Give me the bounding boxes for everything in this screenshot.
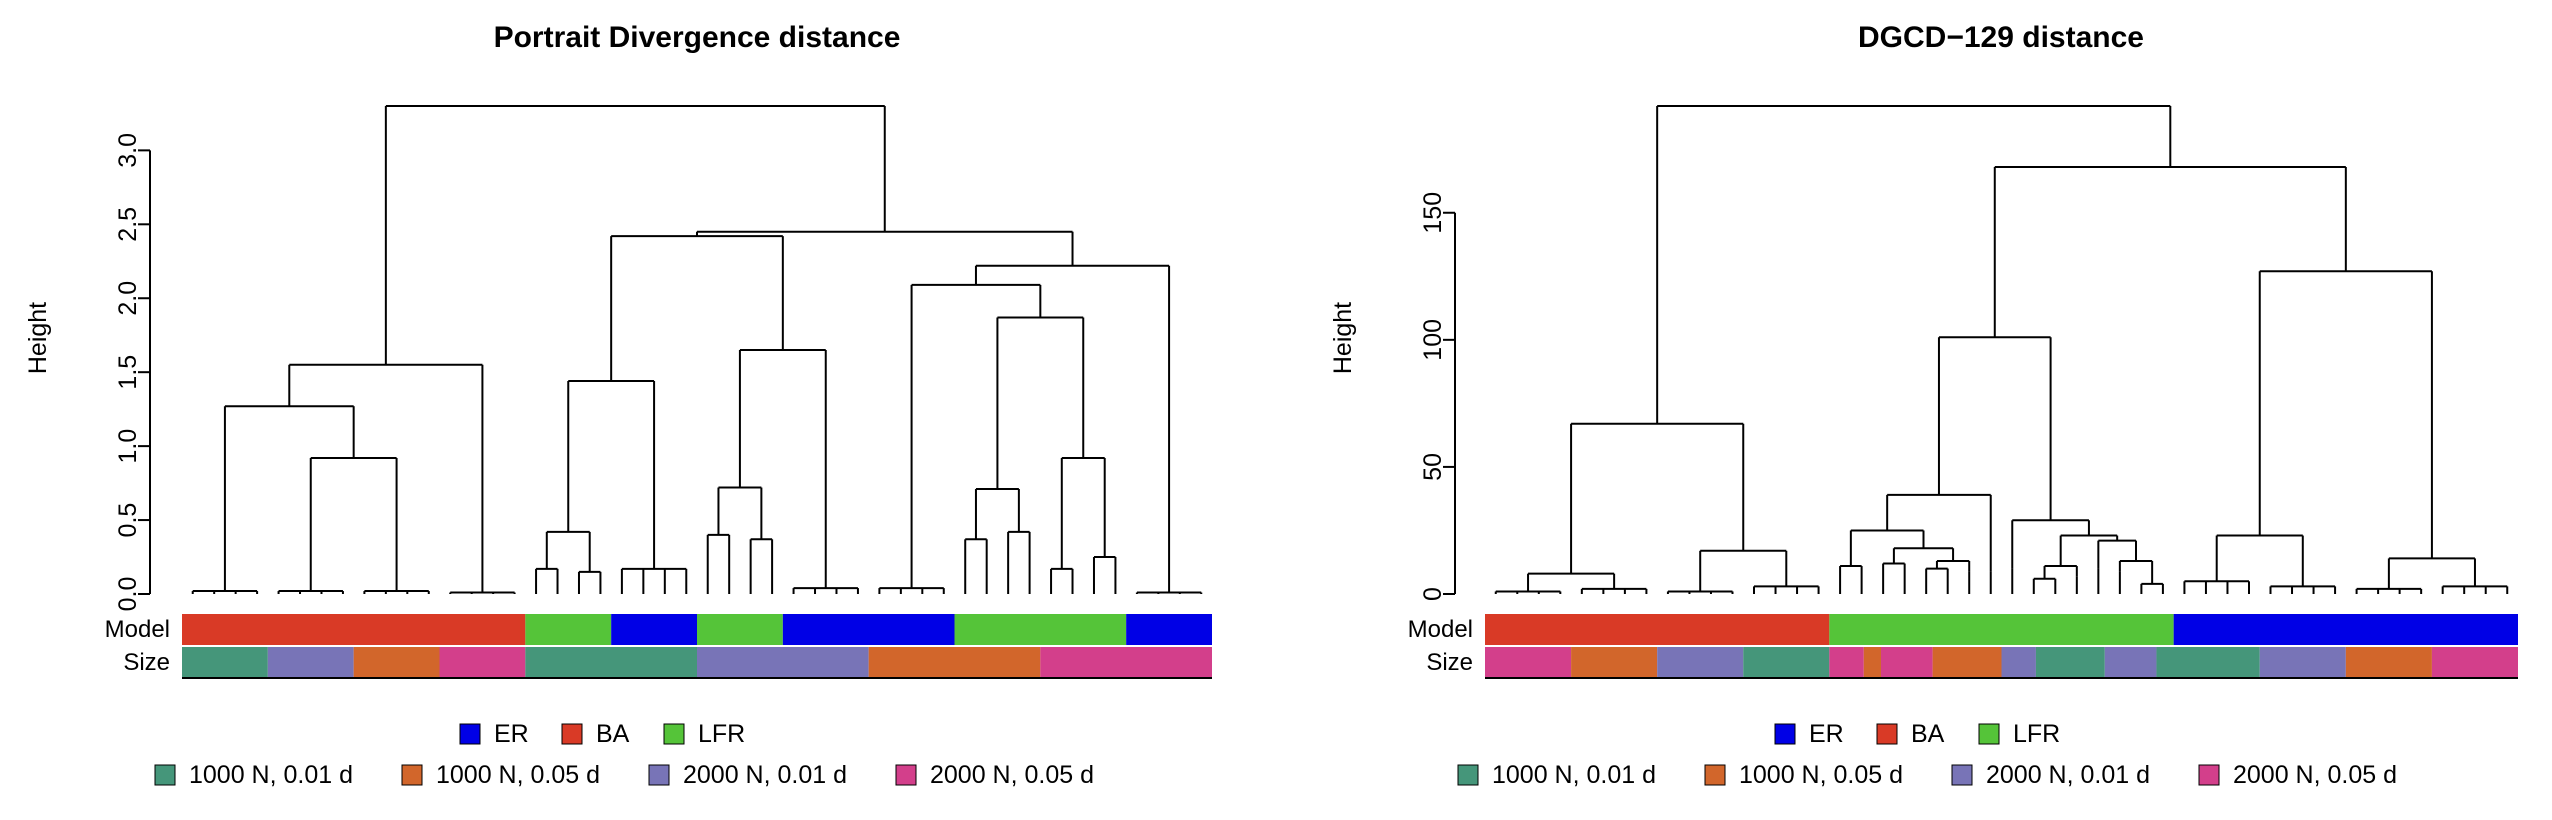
- size-strip-segment: [1657, 647, 1744, 678]
- y-axis-label: Height: [1329, 302, 1357, 374]
- model-row-label: Model: [105, 616, 170, 643]
- y-tick-label: 0.5: [114, 503, 142, 538]
- size-strip-segment: [1932, 647, 2002, 678]
- legend-entry: 2000 N, 0.05 d: [2233, 761, 2397, 789]
- model-strip-segment: [611, 614, 697, 645]
- legend: ER BA LFR 1000 N, 0.01 d 1000 N, 0.05 d 2000 …: [154, 720, 1094, 789]
- size-strip-segment: [267, 647, 354, 678]
- y-tick-label: 2.5: [114, 207, 142, 242]
- chart-title: Portrait Divergence distance: [494, 21, 901, 54]
- size-row-label: Size: [1426, 649, 1473, 676]
- legend-swatch: [1457, 764, 1479, 786]
- y-tick-label: 3.0: [114, 133, 142, 168]
- size-strip-segment: [2345, 647, 2432, 678]
- legend-swatch: [2198, 764, 2220, 786]
- y-tick-label: 1.0: [114, 429, 142, 464]
- legend-swatch: [1774, 723, 1796, 745]
- legend-entry: ER: [494, 720, 529, 748]
- y-tick-label: 100: [1419, 319, 1447, 361]
- legend-swatch: [561, 723, 583, 745]
- legend-entry: BA: [596, 720, 630, 748]
- legend-entry: 1000 N, 0.05 d: [1739, 761, 1903, 789]
- legend: ER BA LFR 1000 N, 0.01 d 1000 N, 0.05 d 2000 …: [1457, 720, 2397, 789]
- size-strip-segment: [1880, 647, 1933, 678]
- panel-portrait-divergence: Portrait Divergence distance 0.0 0.5 1.0 1.5…: [24, 21, 1212, 789]
- size-strip-segment: [868, 647, 1041, 678]
- size-strip-segment: [697, 647, 869, 678]
- legend-entry: ER: [1809, 720, 1844, 748]
- size-strip-segment: [439, 647, 526, 678]
- y-tick-label: 50: [1419, 453, 1447, 481]
- size-strip-segment: [2104, 647, 2157, 678]
- size-strip-segment: [1743, 647, 1830, 678]
- legend-swatch: [1978, 723, 2000, 745]
- model-strip-segment: [525, 614, 612, 645]
- model-strip-segment: [1126, 614, 1212, 645]
- y-tick-label: 0.0: [114, 577, 142, 612]
- model-strip-segment: [697, 614, 783, 645]
- legend-entry: 1000 N, 0.01 d: [189, 761, 353, 789]
- legend-swatch: [1704, 764, 1726, 786]
- size-strip-segment: [2156, 647, 2260, 678]
- size-strip-segment: [353, 647, 440, 678]
- model-strip-segment: [2173, 614, 2518, 645]
- size-strip-segment: [182, 647, 268, 678]
- size-strip-segment: [2001, 647, 2036, 678]
- legend-swatch: [663, 723, 685, 745]
- legend-swatch: [1876, 723, 1898, 745]
- legend-swatch: [459, 723, 481, 745]
- legend-entry: LFR: [698, 720, 745, 748]
- model-strip-segment: [182, 614, 526, 645]
- size-row-label: Size: [123, 649, 170, 676]
- legend-entry: 1000 N, 0.05 d: [436, 761, 600, 789]
- size-strip-segment: [1863, 647, 1881, 678]
- size-strip-segment: [1485, 647, 1572, 678]
- legend-swatch: [401, 764, 423, 786]
- legend-entry: 2000 N, 0.05 d: [930, 761, 1094, 789]
- legend-entry: 2000 N, 0.01 d: [683, 761, 847, 789]
- legend-entry: 1000 N, 0.01 d: [1492, 761, 1656, 789]
- dendrogram: [1494, 105, 2509, 594]
- size-strip-segment: [1571, 647, 1658, 678]
- y-tick-label: 150: [1419, 192, 1447, 234]
- y-tick-label: 1.5: [114, 355, 142, 390]
- size-strip-segment: [1040, 647, 1212, 678]
- legend-swatch: [648, 764, 670, 786]
- y-axis-label: Height: [24, 302, 52, 374]
- legend-entry: LFR: [2013, 720, 2060, 748]
- legend-entry: 2000 N, 0.01 d: [1986, 761, 2150, 789]
- size-strip-segment: [2035, 647, 2105, 678]
- y-tick-label: 2.0: [114, 281, 142, 316]
- model-strip-segment: [954, 614, 1127, 645]
- dendrogram: [191, 105, 1203, 594]
- model-strip-segment: [1829, 614, 2174, 645]
- size-strip-segment: [2259, 647, 2346, 678]
- chart-title: DGCD−129 distance: [1858, 21, 2144, 54]
- size-strip-segment: [2431, 647, 2518, 678]
- legend-swatch: [895, 764, 917, 786]
- size-strip-segment: [525, 647, 697, 678]
- y-tick-label: 0: [1419, 587, 1447, 601]
- legend-swatch: [154, 764, 176, 786]
- legend-entry: BA: [1911, 720, 1945, 748]
- model-strip-segment: [1485, 614, 1830, 645]
- panel-dgcd-129: DGCD−129 distance 0 50 100 150 Height Model Siz…: [1329, 21, 2518, 789]
- model-row-label: Model: [1408, 616, 1473, 643]
- legend-swatch: [1951, 764, 1973, 786]
- model-strip-segment: [782, 614, 955, 645]
- size-strip-segment: [1829, 647, 1864, 678]
